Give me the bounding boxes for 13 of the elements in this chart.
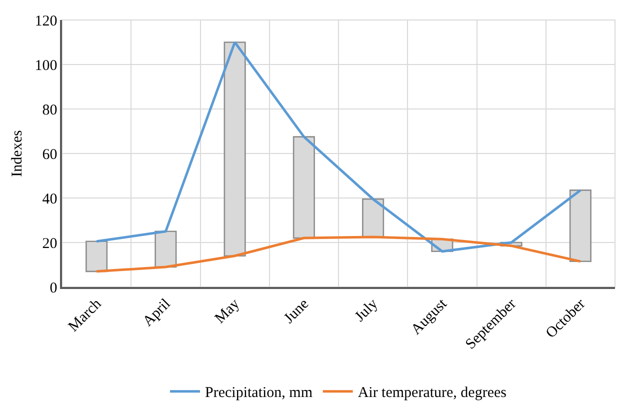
y-tick-label: 120 (34, 13, 58, 30)
legend-label: Precipitation, mm (205, 385, 313, 402)
y-tick-label: 60 (42, 146, 58, 163)
x-tick-label: May (212, 296, 244, 327)
y-tick-label: 0 (50, 280, 58, 296)
x-tick-label: June (281, 296, 312, 327)
y-tick-label: 20 (42, 236, 58, 252)
y-axis-title: Indexes (10, 130, 26, 177)
y-tick-label: 100 (34, 58, 58, 74)
x-tick-label: July (352, 296, 382, 326)
legend-label: Air temperature, degrees (358, 385, 507, 402)
y-tick-label: 80 (42, 102, 58, 118)
y-tick-label: 40 (42, 191, 58, 208)
